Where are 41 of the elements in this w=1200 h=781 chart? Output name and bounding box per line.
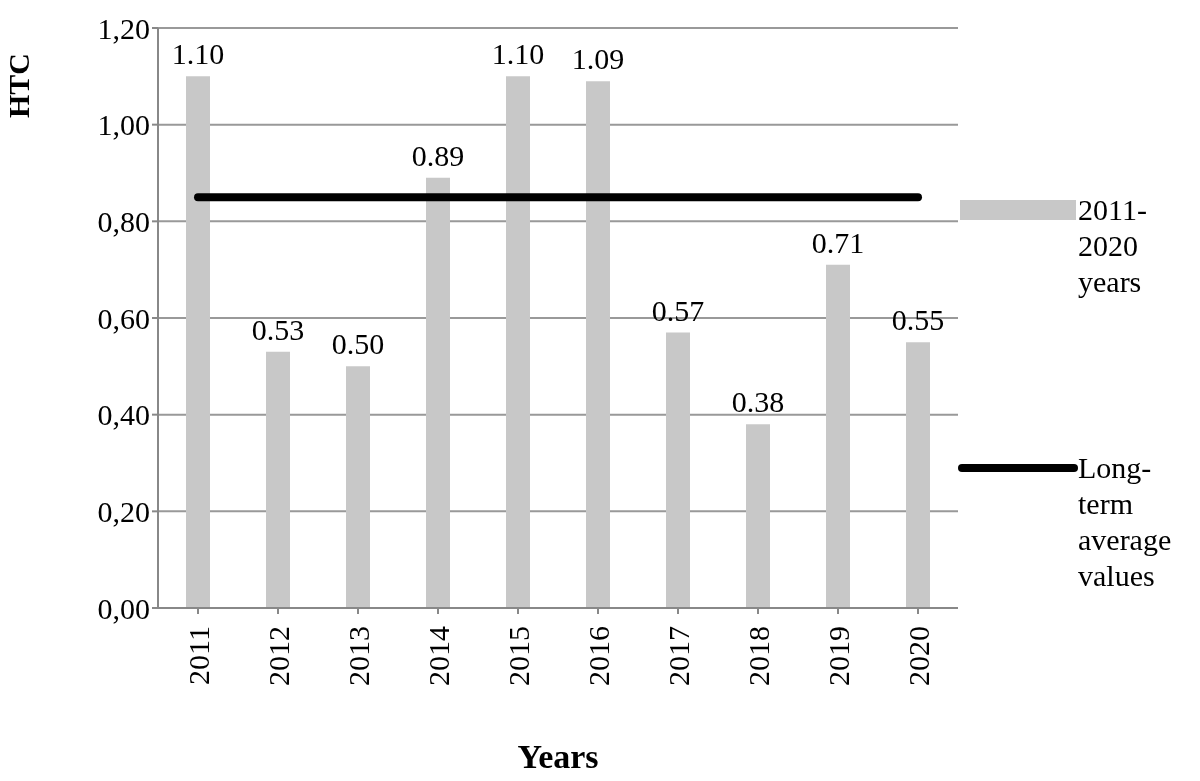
bar — [346, 366, 370, 608]
x-tick-label: 2011 — [181, 626, 215, 685]
x-tick-label: 2017 — [661, 626, 695, 686]
y-tick-label: 1,00 — [97, 108, 150, 142]
y-tick-label: 0,20 — [97, 494, 150, 528]
bar — [266, 351, 290, 608]
bar — [186, 76, 210, 608]
y-tick-label: 0,80 — [97, 204, 150, 238]
data-label: 0.57 — [651, 293, 705, 327]
data-label: 0.38 — [731, 385, 785, 419]
data-label: 0.50 — [331, 327, 385, 361]
bar — [586, 81, 610, 608]
bar — [746, 424, 770, 608]
y-tick-label: 0,40 — [97, 398, 150, 432]
bar — [506, 76, 530, 608]
x-tick-label: 2018 — [741, 626, 775, 686]
data-label: 0.89 — [411, 138, 465, 172]
legend-label: Long-term average values — [1078, 450, 1173, 594]
y-tick-label: 1,20 — [97, 11, 150, 45]
data-label: 1.09 — [571, 42, 625, 76]
x-tick-label: 2019 — [821, 626, 855, 686]
data-label: 1.10 — [171, 37, 225, 71]
bar — [426, 177, 450, 608]
x-tick-label: 2015 — [501, 626, 535, 686]
x-axis-title: Years — [517, 738, 599, 775]
y-tick-label: 0,00 — [97, 591, 150, 625]
x-tick-label: 2014 — [421, 626, 455, 686]
y-tick-label: 0,60 — [97, 301, 150, 335]
data-label: 1.10 — [491, 37, 545, 71]
data-label: 0.55 — [891, 303, 945, 337]
bar — [826, 264, 850, 608]
legend-label: 2011-2020 years — [1078, 192, 1148, 300]
bar — [666, 332, 690, 608]
data-label: 0.53 — [251, 312, 305, 346]
x-tick-label: 2020 — [901, 626, 935, 686]
data-label: 0.71 — [811, 225, 865, 259]
x-tick-label: 2016 — [581, 626, 615, 686]
bar — [906, 342, 930, 608]
x-tick-label: 2013 — [341, 626, 375, 686]
y-axis-title: HTC — [1, 52, 35, 118]
x-tick-label: 2012 — [261, 626, 295, 686]
